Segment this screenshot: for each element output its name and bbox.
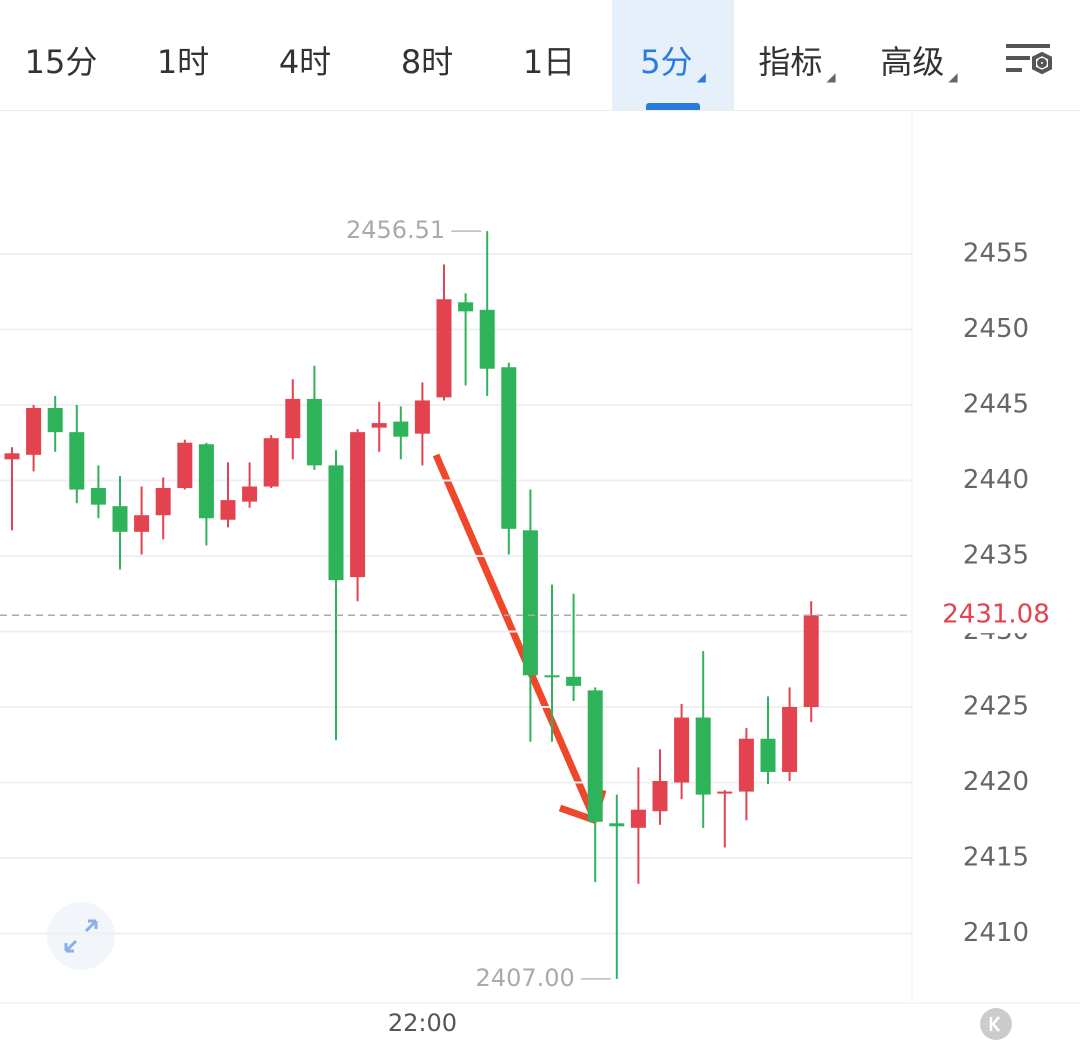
candle-body xyxy=(544,675,560,678)
trend-arrow xyxy=(432,453,598,820)
candle-body xyxy=(112,506,128,532)
dropdown-caret: ◢ xyxy=(696,70,706,84)
timeframe-tab[interactable]: 4时 xyxy=(278,43,332,81)
dropdown-caret: ◢ xyxy=(948,70,958,84)
grid xyxy=(0,252,912,935)
annotation-label: 2456.51 xyxy=(346,216,445,244)
candle-body xyxy=(566,676,582,686)
timeframe-tab[interactable]: 5分 ◢ xyxy=(612,0,734,110)
candle-body xyxy=(674,717,690,783)
y-tick-label: 2435 xyxy=(963,540,1029,570)
candle-body xyxy=(90,488,106,505)
y-tick-label: 2425 xyxy=(963,692,1029,722)
candle-body xyxy=(328,465,344,581)
candle-body xyxy=(760,738,776,772)
expand-button[interactable] xyxy=(47,902,115,970)
candle-body xyxy=(738,738,754,792)
candle-body xyxy=(414,400,430,434)
candle-body xyxy=(479,309,495,369)
settings-icon[interactable] xyxy=(1006,44,1052,75)
timeframe-tab[interactable]: 指标 ◢ xyxy=(758,43,836,84)
timeframe-tab[interactable]: 8时 xyxy=(400,43,454,81)
active-indicator xyxy=(646,103,700,110)
candle-body xyxy=(242,486,258,502)
candle-body xyxy=(609,823,625,827)
candle-body xyxy=(69,432,85,490)
timeframe-tab[interactable]: 1时 xyxy=(156,43,210,81)
y-tick-label: 2415 xyxy=(963,843,1029,873)
candle-body xyxy=(695,717,711,795)
candle-body xyxy=(371,423,387,428)
candle-body xyxy=(285,398,301,439)
candle-body xyxy=(501,367,517,529)
dropdown-caret: ◢ xyxy=(826,70,836,84)
y-tick-label: 2445 xyxy=(963,389,1029,419)
candle-body xyxy=(47,407,63,433)
x-tick-label: 22:00 xyxy=(388,1009,457,1037)
candle-body xyxy=(306,398,322,466)
timeframe-tab[interactable]: 1日 xyxy=(522,43,576,81)
y-tick-label: 2420 xyxy=(963,767,1029,797)
candle-body xyxy=(177,442,193,489)
scroll-end-button[interactable] xyxy=(980,1008,1012,1040)
candle-body xyxy=(4,453,20,460)
y-tick-label: 2440 xyxy=(963,465,1029,495)
candle-body xyxy=(587,690,603,822)
candle-body xyxy=(155,488,171,516)
candle-body xyxy=(652,781,668,812)
timeframe-tab[interactable]: 高级 ◢ xyxy=(880,43,958,84)
candle-body xyxy=(782,707,798,772)
candle-body xyxy=(134,515,150,532)
y-tick-label: 2410 xyxy=(963,918,1029,948)
last-price-label: 2431.08 xyxy=(942,600,1050,630)
candle-body xyxy=(630,809,646,828)
candle-body xyxy=(26,407,42,455)
y-tick-label: 2455 xyxy=(963,238,1029,268)
candle-body xyxy=(263,438,279,487)
last-price-box xyxy=(914,597,1080,634)
candle-body xyxy=(350,432,366,578)
candle-body xyxy=(717,791,733,794)
annotation-label: 2407.00 xyxy=(476,964,575,992)
candle-body xyxy=(436,299,452,398)
candle-body xyxy=(458,302,474,312)
candle-body xyxy=(803,615,819,708)
candle-body xyxy=(198,444,214,519)
timeframe-tab[interactable]: 15分 xyxy=(24,43,98,81)
toolbar: 15分 1时 4时 8时 1日 5分 ◢ 指标 ◢ 高级 ◢ xyxy=(0,0,1080,111)
candle-body xyxy=(220,500,236,520)
candle-body xyxy=(522,530,538,676)
y-tick-label: 2450 xyxy=(963,314,1029,344)
candle-body xyxy=(393,421,409,437)
